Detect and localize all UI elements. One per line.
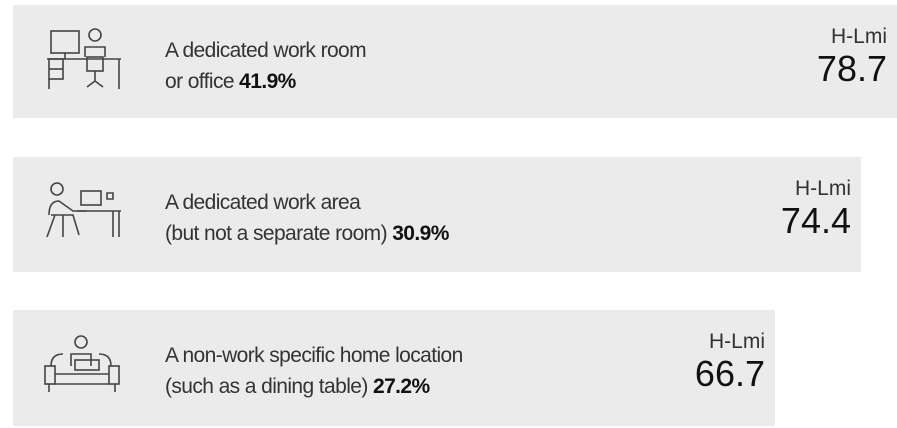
percent: 41.9% [239,70,296,93]
score-value: 66.7 [694,353,765,394]
text: (such as a dining table) [165,375,368,398]
text: (but not a separate room) [165,222,388,245]
score-block: H-Lmi 78.7 [817,25,887,89]
icon-sofa [44,335,120,392]
line: (such as a dining table) 27.2% [165,371,463,402]
description: A dedicated work area (but not a separat… [165,187,449,249]
line: A dedicated work area [165,191,361,214]
score-label: H-Lmi [795,177,851,200]
card: A dedicated work room or office 41.9% H-… [13,5,897,118]
score-value: 74.4 [780,200,851,241]
description: A dedicated work room or office 41.9% [165,35,367,97]
icon-work-area [46,182,121,238]
percent: 27.2% [372,375,430,398]
icon-office [47,28,121,89]
line: A dedicated work room [165,39,367,62]
score-label: H-Lmi [831,25,887,48]
score-label: H-Lmi [709,330,765,353]
line: or office 41.9% [165,66,366,97]
card: A non-work specific home location (such … [13,310,775,426]
text: or office [165,70,235,93]
score-value: 78.7 [816,48,887,89]
percent: 30.9% [392,222,449,245]
description: A non-work specific home location (such … [165,340,463,402]
line: (but not a separate room) 30.9% [165,218,449,249]
score-block: H-Lmi 66.7 [695,330,765,394]
score-block: H-Lmi 74.4 [781,177,851,241]
line: A non-work specific home location [165,344,463,367]
card: A dedicated work area (but not a separat… [13,157,861,272]
